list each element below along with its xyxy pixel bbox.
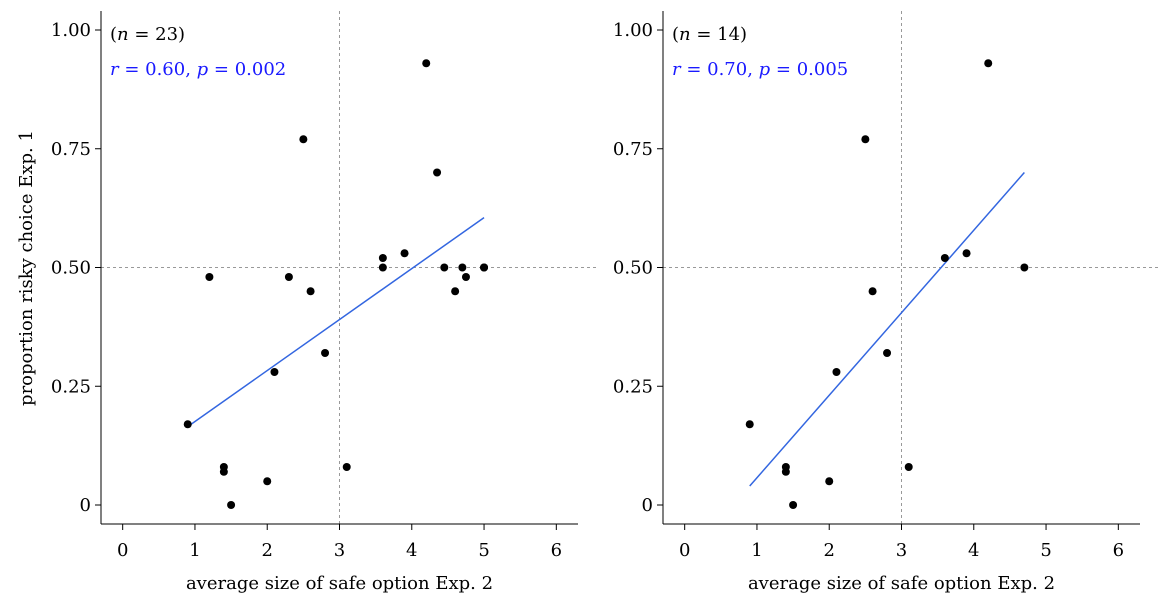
regression-line [187, 217, 485, 428]
data-point [306, 287, 315, 296]
data-point [378, 263, 387, 272]
data-point [868, 287, 877, 296]
x-tick-label: 1 [189, 540, 200, 561]
y-tick-label: 0.75 [613, 139, 653, 160]
y-tick-label: 1.00 [51, 20, 91, 41]
data-point [270, 368, 279, 376]
data-point [904, 463, 913, 471]
data-point [461, 273, 470, 281]
regression-line [749, 172, 1025, 487]
x-axis-label: average size of safe option Exp. 2 [748, 573, 1055, 594]
data-point [1020, 263, 1029, 272]
y-tick-label: 0 [642, 495, 653, 516]
y-tick-label: 1.00 [613, 20, 653, 41]
y-tick-label: 0.25 [51, 376, 91, 397]
data-point [480, 263, 489, 272]
data-point [433, 168, 442, 177]
right-scatter-panel: 0 1 2 3 4 5 6 0 0.25 0.50 0.75 1.00 average size of … [613, 11, 1160, 594]
x-tick-label: 2 [262, 540, 273, 561]
left-scatter-panel: 0 1 2 3 4 5 6 0 0.25 0.50 0.75 1.00 average size of … [51, 11, 598, 594]
x-tick-label: 6 [1113, 540, 1124, 561]
data-point [400, 249, 409, 258]
data-point [861, 135, 870, 144]
x-tick-label: 0 [117, 540, 128, 561]
data-point [458, 263, 467, 272]
y-tick-label: 0.50 [51, 258, 91, 279]
data-point [883, 349, 892, 357]
x-tick-label: 0 [679, 540, 690, 561]
data-point [781, 467, 790, 476]
y-tick-label: 0 [80, 495, 91, 516]
data-point [263, 477, 272, 486]
data-point [378, 254, 387, 262]
data-point [825, 477, 834, 486]
data-point [745, 420, 754, 429]
x-tick-label: 1 [751, 540, 762, 561]
data-point [227, 501, 236, 509]
x-tick-label: 5 [478, 540, 489, 561]
data-point [962, 249, 971, 258]
y-tick-label: 0.75 [51, 139, 91, 160]
data-point [205, 273, 214, 281]
y-tick-label: 0.50 [613, 258, 653, 279]
correlation-annotation: r = 0.70, p = 0.005 [672, 59, 848, 80]
x-tick-label: 4 [406, 540, 417, 561]
data-point [940, 254, 949, 262]
data-point [422, 59, 431, 68]
data-point [219, 467, 228, 476]
x-tick-label: 2 [824, 540, 835, 561]
data-point [284, 273, 293, 281]
sample-size-annotation: (n = 14) [672, 24, 747, 45]
x-tick-label: 5 [1040, 540, 1051, 561]
x-tick-label: 6 [551, 540, 562, 561]
x-tick-label: 3 [896, 540, 907, 561]
data-point [451, 287, 460, 296]
correlation-annotation: r = 0.60, p = 0.002 [110, 59, 286, 80]
y-tick-label: 0.25 [613, 376, 653, 397]
data-point [832, 368, 841, 376]
x-axis-label: average size of safe option Exp. 2 [186, 573, 493, 594]
data-point [321, 349, 330, 357]
x-tick-label: 3 [334, 540, 345, 561]
data-point [183, 420, 192, 429]
data-point [299, 135, 308, 144]
data-point [789, 501, 798, 509]
y-axis-label: proportion risky choice Exp. 1 [16, 130, 37, 406]
x-tick-label: 4 [968, 540, 979, 561]
sample-size-annotation: (n = 23) [110, 24, 185, 45]
data-point [984, 59, 993, 68]
data-point [342, 463, 351, 471]
data-point [440, 263, 449, 272]
